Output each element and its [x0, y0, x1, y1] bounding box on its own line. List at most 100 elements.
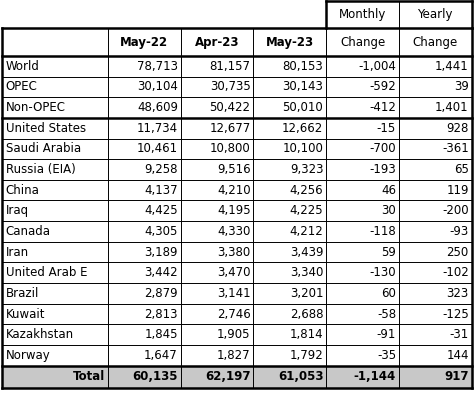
Text: -592: -592 [369, 80, 396, 94]
Text: -700: -700 [369, 142, 396, 156]
Text: 10,800: 10,800 [210, 142, 251, 156]
Bar [2, 345, 472, 366]
Text: 4,330: 4,330 [217, 225, 251, 238]
Text: 30,143: 30,143 [283, 80, 323, 94]
Text: Iran: Iran [6, 245, 29, 259]
Text: 2,879: 2,879 [144, 287, 178, 300]
Text: 30,735: 30,735 [210, 80, 251, 94]
Text: Change: Change [340, 36, 385, 49]
Text: 4,195: 4,195 [217, 204, 251, 217]
Text: OPEC: OPEC [6, 80, 37, 94]
Text: 2,813: 2,813 [145, 307, 178, 321]
Text: 1,827: 1,827 [217, 349, 251, 362]
Text: Total: Total [73, 370, 105, 383]
Text: 3,340: 3,340 [290, 266, 323, 279]
Text: 39: 39 [454, 80, 469, 94]
Text: -125: -125 [442, 307, 469, 321]
Text: Non-OPEC: Non-OPEC [6, 101, 66, 114]
Text: -58: -58 [377, 307, 396, 321]
Text: 4,212: 4,212 [290, 225, 323, 238]
Text: Brazil: Brazil [6, 287, 39, 300]
Bar [2, 221, 472, 242]
Text: Change: Change [413, 36, 458, 49]
Bar [2, 324, 472, 345]
Text: 3,442: 3,442 [144, 266, 178, 279]
Bar [2, 77, 472, 97]
Bar [2, 118, 472, 139]
Text: 1,441: 1,441 [435, 60, 469, 73]
Text: 30: 30 [381, 204, 396, 217]
Text: 10,461: 10,461 [137, 142, 178, 156]
Text: -193: -193 [369, 163, 396, 176]
Text: 3,470: 3,470 [217, 266, 251, 279]
Text: 917: 917 [444, 370, 469, 383]
Text: -361: -361 [442, 142, 469, 156]
Bar [2, 200, 472, 221]
Text: 4,256: 4,256 [290, 183, 323, 197]
Text: 250: 250 [447, 245, 469, 259]
Bar [2, 97, 472, 118]
Text: Monthly: Monthly [339, 8, 386, 21]
Text: 9,258: 9,258 [145, 163, 178, 176]
Text: -31: -31 [449, 328, 469, 341]
Text: -102: -102 [442, 266, 469, 279]
Text: 61,053: 61,053 [278, 370, 323, 383]
Text: 12,677: 12,677 [210, 122, 251, 135]
Text: 1,814: 1,814 [290, 328, 323, 341]
Bar [2, 304, 472, 324]
Text: 50,422: 50,422 [210, 101, 251, 114]
Text: 928: 928 [447, 122, 469, 135]
Text: -118: -118 [369, 225, 396, 238]
Text: Russia (EIA): Russia (EIA) [6, 163, 75, 176]
Text: 59: 59 [381, 245, 396, 259]
Text: United States: United States [6, 122, 86, 135]
Text: May-23: May-23 [266, 36, 314, 49]
Bar [2, 28, 472, 56]
Text: 3,189: 3,189 [145, 245, 178, 259]
Text: 30,104: 30,104 [137, 80, 178, 94]
Bar [2, 56, 472, 77]
Bar [2, 242, 472, 262]
Text: 1,401: 1,401 [435, 101, 469, 114]
Text: -1,004: -1,004 [358, 60, 396, 73]
Bar [2, 366, 472, 388]
Text: World: World [6, 60, 39, 73]
Text: 11,734: 11,734 [137, 122, 178, 135]
Text: United Arab E: United Arab E [6, 266, 87, 279]
Text: 3,380: 3,380 [218, 245, 251, 259]
Text: 3,141: 3,141 [217, 287, 251, 300]
Text: 144: 144 [447, 349, 469, 362]
Text: -35: -35 [377, 349, 396, 362]
Text: 65: 65 [454, 163, 469, 176]
Text: 81,157: 81,157 [210, 60, 251, 73]
Bar [2, 283, 472, 304]
Bar [2, 1, 472, 28]
Text: 119: 119 [447, 183, 469, 197]
Text: -15: -15 [377, 122, 396, 135]
Bar [2, 159, 472, 180]
Text: 1,647: 1,647 [144, 349, 178, 362]
Text: May-22: May-22 [120, 36, 168, 49]
Text: 62,197: 62,197 [205, 370, 251, 383]
Text: -200: -200 [442, 204, 469, 217]
Text: Canada: Canada [6, 225, 51, 238]
Text: 78,713: 78,713 [137, 60, 178, 73]
Text: Iraq: Iraq [6, 204, 29, 217]
Text: 3,201: 3,201 [290, 287, 323, 300]
Text: 10,100: 10,100 [283, 142, 323, 156]
Text: 9,323: 9,323 [290, 163, 323, 176]
Text: 12,662: 12,662 [282, 122, 323, 135]
Text: 50,010: 50,010 [283, 101, 323, 114]
Text: -130: -130 [369, 266, 396, 279]
Text: Yearly: Yearly [418, 8, 453, 21]
Text: 9,516: 9,516 [217, 163, 251, 176]
Text: 4,137: 4,137 [144, 183, 178, 197]
Text: 46: 46 [381, 183, 396, 197]
Text: 3,439: 3,439 [290, 245, 323, 259]
Text: 60: 60 [381, 287, 396, 300]
Text: -1,144: -1,144 [354, 370, 396, 383]
Text: 2,688: 2,688 [290, 307, 323, 321]
Text: 1,905: 1,905 [217, 328, 251, 341]
Text: Saudi Arabia: Saudi Arabia [6, 142, 81, 156]
Text: 2,746: 2,746 [217, 307, 251, 321]
